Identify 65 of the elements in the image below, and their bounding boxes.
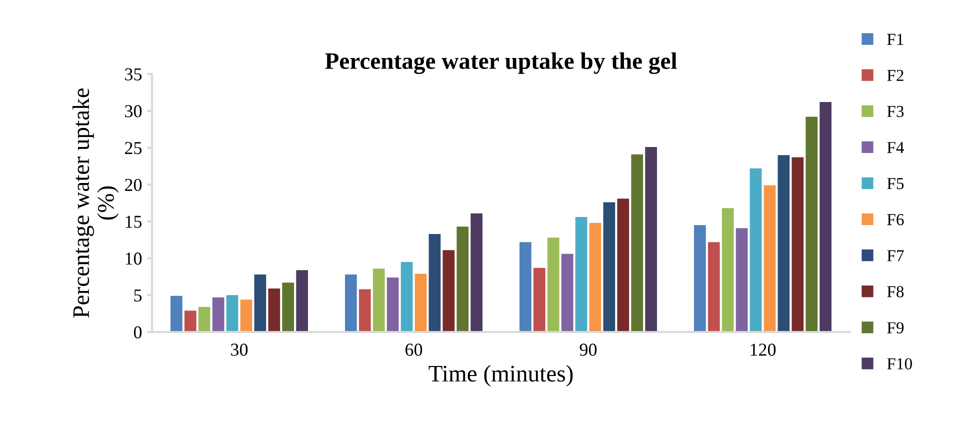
bar xyxy=(212,297,224,332)
x-tick-label: 60 xyxy=(406,344,422,356)
bar xyxy=(268,288,280,332)
x-tick-label: 90 xyxy=(580,344,597,356)
y-tick-label: 30 xyxy=(125,105,142,118)
bar xyxy=(198,306,210,332)
bar xyxy=(519,242,532,332)
legend-label: F2 xyxy=(887,70,904,81)
bar xyxy=(184,310,196,332)
bar xyxy=(708,242,720,332)
bar xyxy=(456,226,469,332)
bar xyxy=(282,282,294,332)
y-tick-label: 15 xyxy=(126,216,142,228)
bar xyxy=(254,274,266,332)
bar xyxy=(240,300,252,332)
bar xyxy=(694,225,706,332)
bar xyxy=(170,296,182,332)
legend-label: F9 xyxy=(887,322,904,334)
bar xyxy=(617,198,630,332)
bar xyxy=(358,289,371,332)
chart-title: Percentage water uptake by the gel xyxy=(325,52,677,74)
x-tick-label: 30 xyxy=(231,344,248,356)
bar xyxy=(428,234,441,332)
legend-label: F7 xyxy=(887,250,904,262)
bar xyxy=(778,155,790,332)
legend-label: F3 xyxy=(887,106,904,118)
bar xyxy=(296,270,308,332)
bar xyxy=(575,217,588,332)
x-tick-label: 120 xyxy=(750,344,776,356)
bar xyxy=(386,277,399,332)
y-tick-label: 5 xyxy=(134,290,142,302)
bar xyxy=(631,154,644,332)
bar xyxy=(561,254,574,332)
legend-label: F4 xyxy=(887,142,904,153)
bar xyxy=(750,168,762,332)
y-tick-label: 20 xyxy=(125,178,142,192)
legend-label: F8 xyxy=(887,286,904,298)
bar xyxy=(533,268,546,332)
legend-label: F10 xyxy=(887,358,912,370)
bar xyxy=(645,146,658,332)
bar xyxy=(764,185,776,332)
y-tick-label: 0 xyxy=(134,326,142,338)
x-axis-title: Time (minutes) xyxy=(428,365,573,386)
legend-label: F6 xyxy=(887,214,904,226)
bar xyxy=(226,295,238,332)
y-axis-title: Percentage water uptake (%) xyxy=(72,88,119,318)
bar xyxy=(414,274,427,332)
y-tick-label: 25 xyxy=(125,142,142,154)
bar xyxy=(372,268,385,332)
y-tick-label: 35 xyxy=(125,68,142,80)
bar xyxy=(589,222,602,332)
bar xyxy=(344,274,357,332)
bar xyxy=(442,250,455,332)
bar xyxy=(547,238,560,332)
y-tick-label: 10 xyxy=(126,252,142,265)
bar xyxy=(792,157,804,332)
bar xyxy=(722,208,734,332)
bar xyxy=(736,228,748,332)
bar xyxy=(603,202,616,332)
legend-label: F5 xyxy=(887,178,904,190)
bar xyxy=(820,102,832,332)
legend-label: F1 xyxy=(887,34,904,45)
bar xyxy=(400,262,413,332)
bar xyxy=(470,213,483,332)
bar xyxy=(806,116,818,332)
